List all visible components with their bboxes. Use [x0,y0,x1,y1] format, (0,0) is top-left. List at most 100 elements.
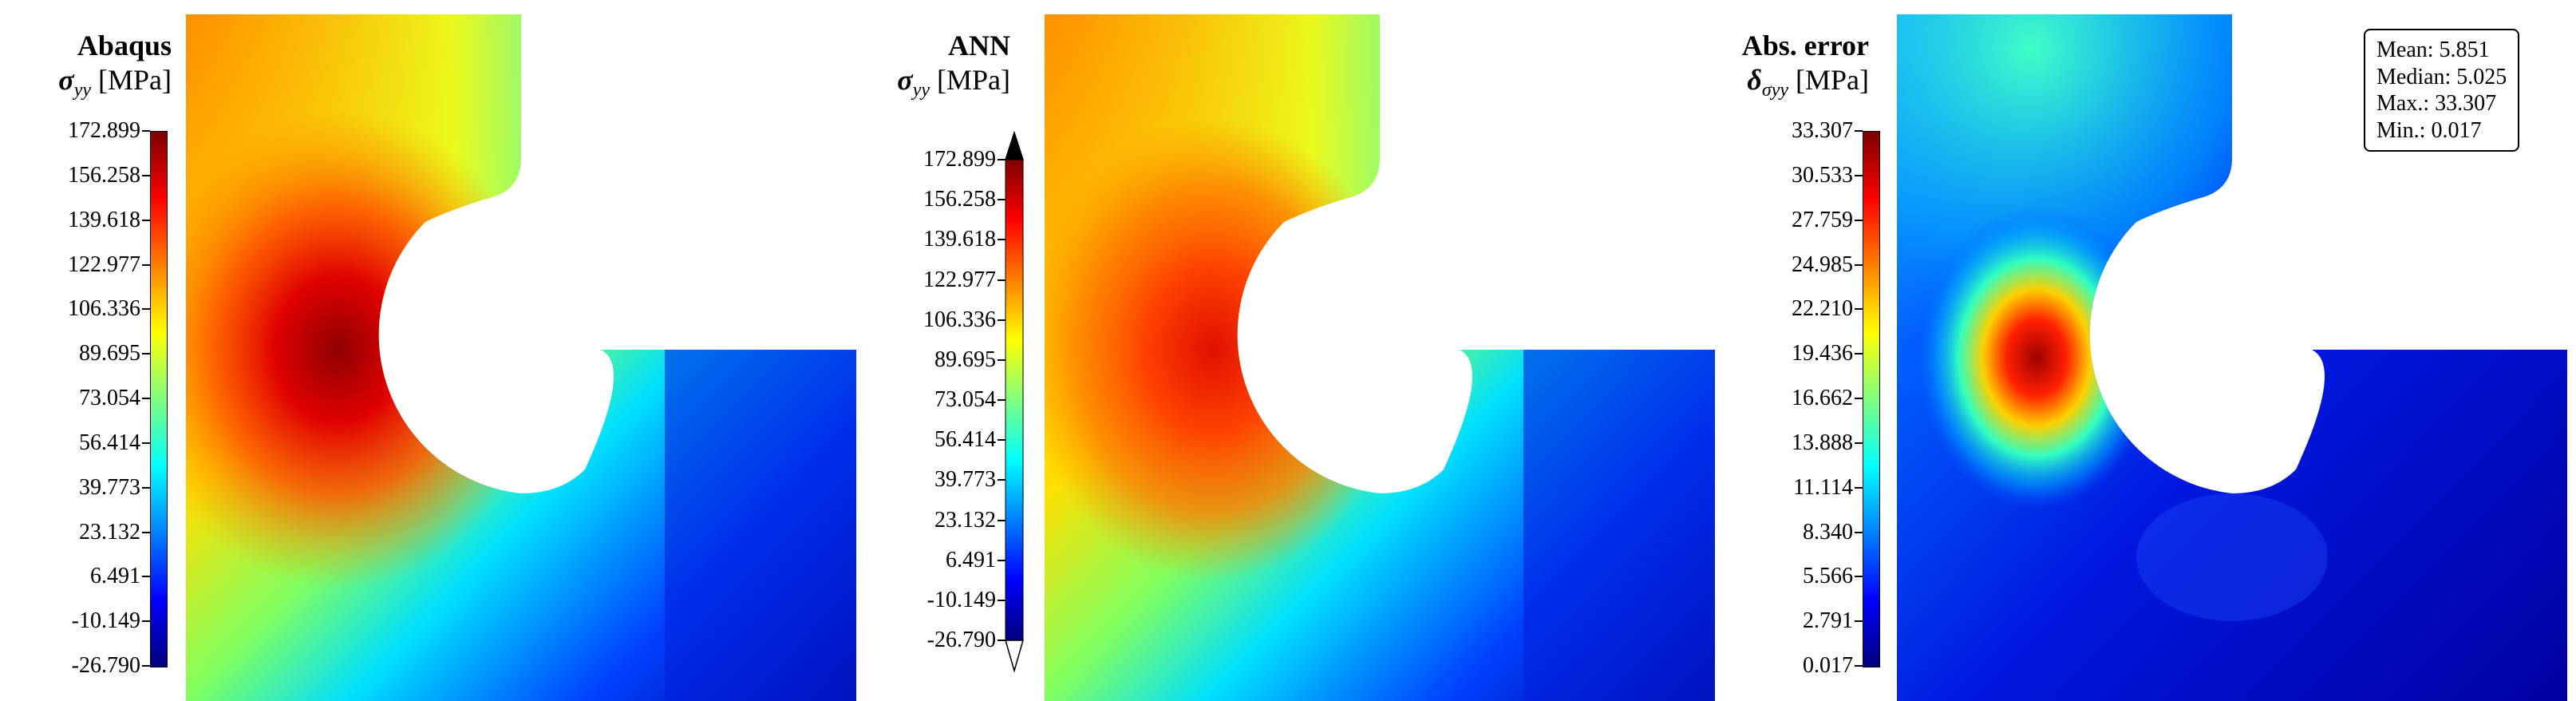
quantity-subscript: yy [912,80,930,101]
colorbar-tick-label: 33.307 [1792,118,1853,143]
colorbar-tick-label: 122.977 [68,251,140,277]
colorbar-tick-mark [1855,531,1863,533]
colorbar-tick-mark [142,442,150,444]
colorbar-tick-label: 39.773 [79,474,140,500]
colorbar-tick-mark [1855,620,1863,623]
colorbar-tick-mark [998,439,1006,442]
colorbar-tick-label: 73.054 [934,387,996,412]
unit-label: [MPa] [1796,64,1869,97]
colorbar-tick-label: 11.114 [1793,474,1853,500]
colorbar-tick-mark [1855,130,1863,132]
colorbar-tick-mark [998,319,1006,321]
quantity-symbol: δ [1747,64,1762,97]
stat-mean: Mean: 5.851 [2376,38,2490,62]
colorbar-tick-label: 13.888 [1792,430,1853,455]
colorbar-tick-mark [1855,353,1863,355]
colorbar-tick-mark [142,620,150,623]
colorbar [150,131,168,667]
quantity-subscript: yy [73,80,91,101]
unit-label: [MPa] [98,64,172,97]
quantity-symbol: σ [58,64,74,97]
abaqus-colorbar-title: Abaqus σyy [MPa] [0,29,172,102]
panel-title: Abaqus [77,30,172,61]
colorbar-tick-mark [998,358,1006,361]
colorbar-tick-label: -10.149 [71,608,140,634]
error-statistics-box: Mean: 5.851 Median: 5.025 Max.: 33.307 M… [2364,29,2520,152]
colorbar-tick-label: 6.491 [90,564,140,589]
colorbar-tick-label: 56.414 [934,427,996,453]
colorbar-tick-label: 23.132 [934,507,996,533]
colorbar-tick-mark [1855,486,1863,489]
colorbar-tick-label: 139.618 [68,207,140,232]
colorbar-tick-mark [998,519,1006,521]
colorbar-tick-label: 106.336 [68,296,140,322]
stress-field-ann [1045,14,1715,701]
colorbar [1863,131,1880,667]
quantity-label: σyy [MPa] [859,63,1010,102]
colorbar-tick-mark [998,239,1006,241]
colorbar-tick-mark [998,199,1006,201]
colorbar-tick-label: 39.773 [934,467,996,493]
panel-title: ANN [948,30,1010,61]
ann-panel: ANN σyy [MPa] 172.899 156.258 139.618 122.9… [859,0,1717,701]
colorbar-tick-mark [142,486,150,489]
colorbar-tick-label: 2.791 [1803,608,1853,634]
stat-min: Min.: 0.017 [2376,117,2482,143]
colorbar-tick-label: 22.210 [1792,296,1853,322]
stress-field-abaqus [186,14,856,701]
stat-median: Median: 5.025 [2376,64,2507,89]
colorbar-tick-mark [142,576,150,578]
colorbar-tick-label: -26.790 [71,653,140,678]
stat-max: Max.: 33.307 [2376,91,2497,117]
colorbar-tick-label: 89.695 [934,347,996,372]
colorbar-tick-label: 5.566 [1803,564,1853,589]
colorbar-tick-mark [998,479,1006,481]
ann-colorbar-title: ANN σyy [MPa] [859,29,1010,102]
colorbar-tick-label: 6.491 [946,547,996,572]
colorbar-tick-mark [142,130,150,132]
error-panel: Abs. error δσyy [MPa] Mean: 5.851 Median… [1717,0,2576,701]
colorbar-tick-label: 172.899 [68,118,140,143]
colorbar-tick-mark [142,219,150,221]
colorbar-tick-label: 156.258 [68,162,140,188]
colorbar-tick-label: 27.759 [1792,207,1853,232]
colorbar-tick-label: 139.618 [923,227,996,252]
colorbar-tick-label: 122.977 [923,267,996,292]
colorbar-tick-label: 23.132 [79,519,140,545]
quantity-label: δσyy [MPa] [1717,63,1869,102]
colorbar-tick-mark [1855,263,1863,266]
colorbar-tick-label: 56.414 [79,430,140,455]
colorbar-tick-mark [1855,398,1863,399]
colorbar-tick-mark [1855,219,1863,221]
colorbar-tick-mark [142,398,150,399]
colorbar-tick-mark [142,263,150,266]
colorbar-tick-label: 156.258 [923,187,996,212]
colorbar-tick-mark [998,159,1006,160]
colorbar-tick-label: 16.662 [1792,386,1853,410]
colorbar-tick-mark [142,308,150,311]
colorbar-tick-label: 172.899 [923,147,996,172]
error-colorbar-title: Abs. error δσyy [MPa] [1717,29,1869,102]
colorbar-tick-mark [998,640,1006,641]
colorbar-tick-label: 73.054 [79,386,140,410]
colorbar-tick-mark [142,353,150,355]
colorbar-tick-mark [998,559,1006,561]
colorbar-tick-label: 30.533 [1792,162,1853,188]
quantity-symbol: σ [897,64,913,97]
colorbar-tick-label: 24.985 [1792,251,1853,277]
colorbar-tick-mark [998,599,1006,601]
unit-label: [MPa] [937,64,1010,97]
panel-title: Abs. error [1741,30,1869,61]
colorbar-tick-label: 0.017 [1803,653,1853,678]
colorbar-with-arrows [1004,131,1025,673]
colorbar-tick-label: -26.790 [926,628,996,652]
colorbar-tick-mark [998,399,1006,401]
colorbar-tick-mark [1855,174,1863,176]
colorbar-tick-mark [142,531,150,533]
colorbar-tick-mark [1855,576,1863,578]
abaqus-panel: Abaqus σyy [MPa] 172.899 156.258 139.618 12… [0,0,859,701]
colorbar-tick-label: 89.695 [79,341,140,366]
quantity-label: σyy [MPa] [0,63,172,102]
colorbar-tick-mark [142,665,150,667]
colorbar-tick-mark [1855,308,1863,311]
